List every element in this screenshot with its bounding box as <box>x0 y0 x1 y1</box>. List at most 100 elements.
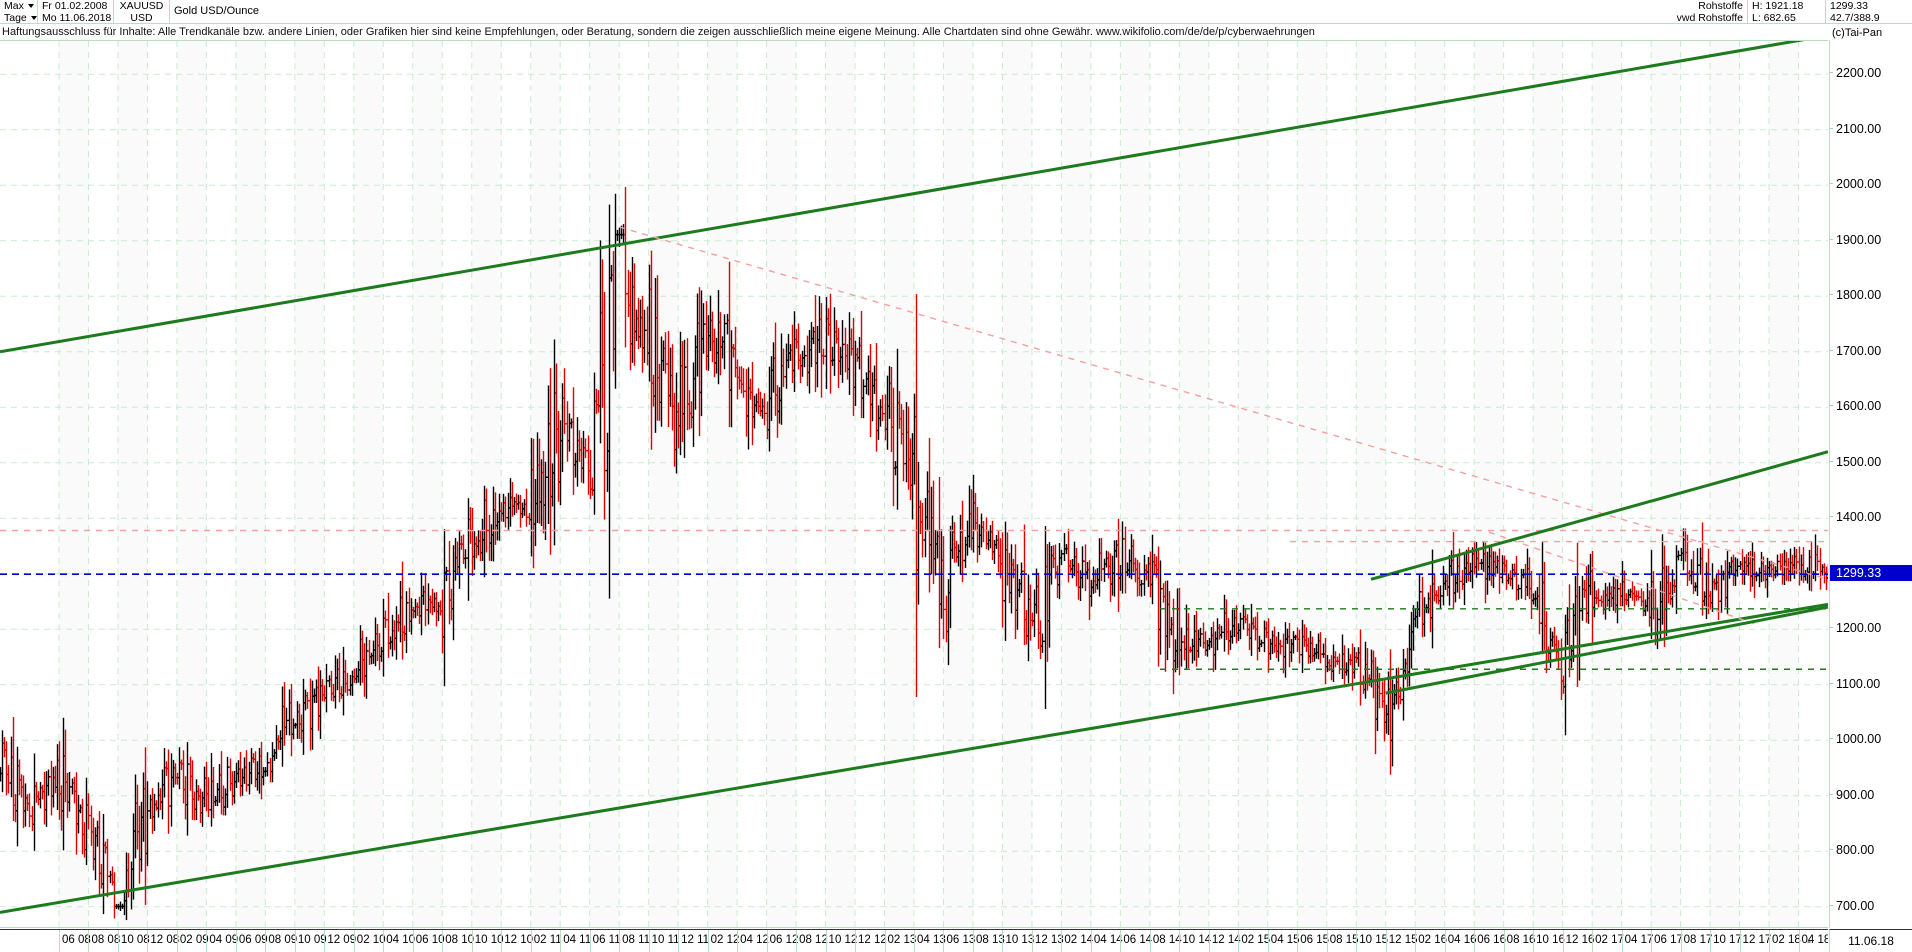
price-tick-label: 800.00 <box>1830 844 1874 857</box>
symbol-currency: USD <box>130 12 153 24</box>
price-change: 42.7/388.9 <box>1830 12 1880 24</box>
trendline-overlays <box>0 41 1828 914</box>
price-tick-label: 1400.00 <box>1830 511 1881 524</box>
primary-downtrend-2011[interactable] <box>618 226 1828 581</box>
chevron-down-icon[interactable] <box>27 4 34 8</box>
date-axis-separator <box>825 930 827 952</box>
date-axis-separator <box>1061 930 1063 952</box>
date-axis-separator <box>766 930 768 952</box>
date-tick-label: 12 08 <box>150 934 180 946</box>
price-axis[interactable]: 1299.33 2200.00 2100.00 2000.00 1900.00 1800… <box>1829 40 1912 928</box>
price-tick-label: 1700.00 <box>1830 345 1881 357</box>
date-axis-dash: - <box>1790 929 1828 952</box>
interval-selector[interactable]: Tage <box>4 12 37 24</box>
date-tick-label: 06 17 <box>1654 934 1683 946</box>
price-tick-label: 2000.00 <box>1830 178 1881 191</box>
date-tick-label: 04 14 <box>1093 934 1123 946</box>
date-tick-label: 12 13 <box>1034 934 1064 946</box>
date-axis-separator <box>1710 930 1712 952</box>
date-tick-label: 10 11 <box>651 934 680 946</box>
date-axis-separator <box>1680 930 1682 952</box>
date-axis-separator <box>1238 930 1240 952</box>
price-tick-mark <box>1830 516 1833 518</box>
date-axis-end-label: 11.06.18 <box>1829 929 1912 952</box>
date-tick-label: 10 14 <box>1182 934 1212 946</box>
date-tick-label: 12 12 <box>858 934 887 946</box>
date-tick-label: 04 12 <box>740 934 769 946</box>
date-tick-label: 10 10 <box>474 934 504 946</box>
date-to[interactable]: Mo 11.06.2018 <box>42 12 112 24</box>
date-axis-separator <box>265 930 267 952</box>
date-tick-label: 04 18 <box>1801 934 1828 946</box>
price-tick-label: 1600.00 <box>1830 400 1881 413</box>
source-category: Rohstoffe <box>1698 0 1743 12</box>
date-axis[interactable]: 06 08 08 08 10 08 12 08 02 09 04 09 06 09 08 09… <box>0 929 1828 952</box>
date-axis-separator <box>383 930 385 952</box>
minor-rising-channel-lower[interactable] <box>1385 605 1828 695</box>
price-tick-mark <box>1830 238 1833 240</box>
header-symbol-column: XAUUSD USD <box>114 0 170 24</box>
date-tick-label: 08 10 <box>445 934 475 946</box>
price-tick-mark <box>1830 904 1833 906</box>
period-selector[interactable]: Max <box>4 0 34 12</box>
date-axis-separator <box>1385 930 1387 952</box>
symbol-ticker[interactable]: XAUUSD <box>119 0 164 12</box>
date-from[interactable]: Fr 01.02.2008 <box>42 0 108 12</box>
price-tick-label: 900.00 <box>1830 789 1874 801</box>
date-axis-separator <box>648 930 650 952</box>
date-tick-label: 08 15 <box>1329 934 1359 946</box>
date-tick-label: 06 12 <box>769 934 799 946</box>
chart-plot-area[interactable] <box>0 40 1828 928</box>
date-tick-label: 02 16 <box>1418 934 1447 946</box>
minor-rising-channel-upper[interactable] <box>1370 450 1828 581</box>
date-axis-separator <box>914 930 915 952</box>
date-tick-label: 02 17 <box>1595 934 1624 946</box>
price-tick-label: 700.00 <box>1830 900 1874 912</box>
price-chart-svg <box>0 41 1828 927</box>
date-axis-separator <box>1179 930 1181 952</box>
date-axis-separator <box>1297 930 1299 952</box>
date-tick-label: 06 15 <box>1300 934 1330 946</box>
secondary-downtrend-2016[interactable] <box>1488 531 1755 625</box>
date-axis-separator <box>855 930 857 952</box>
date-axis-separator <box>884 930 886 952</box>
date-axis-separator <box>1739 930 1741 952</box>
date-axis-separator <box>1031 930 1033 952</box>
candlestick-series <box>0 186 1828 921</box>
date-tick-label: 06 14 <box>1123 934 1153 946</box>
date-axis-separator <box>1798 930 1800 952</box>
price-tick-mark <box>1830 793 1833 795</box>
date-axis-separator <box>972 930 974 952</box>
major-rising-channel-upper[interactable] <box>0 41 1828 354</box>
date-tick-label: 08 13 <box>975 934 1005 946</box>
date-tick-label: 02 15 <box>1241 934 1271 946</box>
date-axis-separator <box>1356 930 1358 952</box>
date-tick-label: 06 09 <box>238 934 268 946</box>
date-axis-separator <box>353 930 355 952</box>
date-axis-separator <box>88 930 90 952</box>
date-tick-label: 02 14 <box>1064 934 1094 946</box>
period-low: L: 682.65 <box>1752 12 1796 24</box>
header-date-range-column: Fr 01.02.2008 Mo 11.06.2018 <box>38 0 114 24</box>
last-price: 1299.33 <box>1830 0 1868 12</box>
date-tick-label: 04 11 <box>563 934 592 946</box>
major-rising-channel-lower[interactable] <box>0 602 1828 914</box>
date-tick-label: 12 14 <box>1211 934 1241 946</box>
date-tick-label: 06 10 <box>415 934 445 946</box>
date-axis-separator <box>501 930 503 952</box>
period-high: H: 1921.18 <box>1752 0 1804 12</box>
date-tick-label: 04 13 <box>917 934 946 946</box>
price-tick-mark <box>1830 294 1833 296</box>
date-axis-separator <box>1651 930 1653 952</box>
price-tick-label: 2100.00 <box>1830 123 1881 135</box>
instrument-name: Gold USD/Ounce <box>174 5 259 17</box>
date-tick-label: 08 14 <box>1152 934 1182 946</box>
date-axis-separator <box>206 930 208 952</box>
date-tick-label: 12 15 <box>1388 934 1418 946</box>
chevron-down-icon[interactable] <box>30 16 37 20</box>
date-tick-label: 02 13 <box>887 934 917 946</box>
date-axis-separator <box>589 930 591 952</box>
background-bands <box>58 41 1799 927</box>
price-tick-mark <box>1830 183 1833 185</box>
date-axis-separator <box>1267 930 1269 952</box>
